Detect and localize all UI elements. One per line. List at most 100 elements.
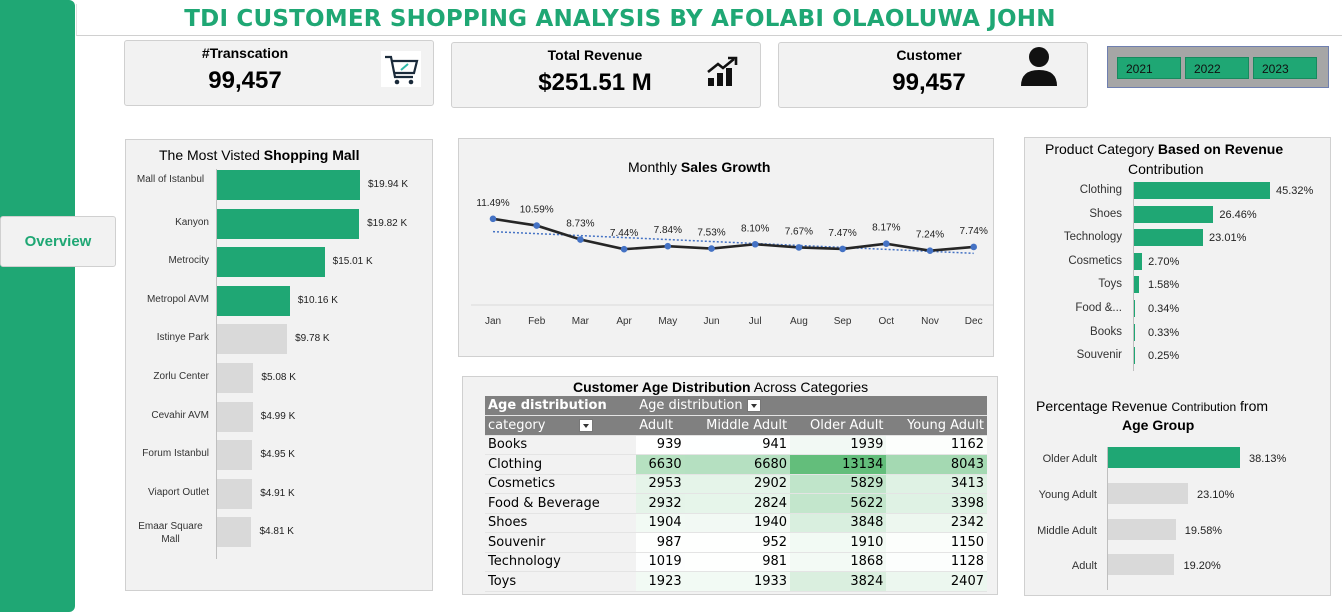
category-chart-panel: Product Category Based on Revenue Contri… (1024, 137, 1331, 596)
category-value-label: 45.32% (1276, 185, 1314, 197)
mall-category-label: Kanyon (175, 216, 209, 228)
table-row: Souvenir 987 952 1910 1150 (485, 532, 987, 553)
table-cell: 941 (684, 435, 791, 455)
agegroup-value-label: 19.20% (1183, 560, 1221, 573)
year-2021-button[interactable]: 2021 (1117, 57, 1181, 79)
mall-value-label: $4.99 K (260, 410, 296, 422)
sales-point (883, 240, 890, 248)
table-column-header: Young Adult (886, 415, 987, 436)
table-row-category: Food & Beverage (485, 493, 637, 514)
sales-data-label: 7.24% (916, 230, 944, 241)
mall-category-label: Viaport Outlet (148, 486, 209, 498)
agegroup-value-label: 23.10% (1196, 488, 1235, 501)
table-column-header: Middle Adult (684, 415, 791, 436)
mall-category-label: Mall of Istanbul (136, 174, 205, 185)
table-cell: 3398 (886, 493, 987, 514)
table-cell: 3824 (790, 571, 887, 592)
kpi-transactions-label: #Transcation (201, 45, 289, 61)
sales-month-label: Apr (616, 316, 632, 327)
table-cell: 2824 (684, 493, 791, 514)
category-value-label: 0.33% (1148, 326, 1180, 339)
category-bar (1134, 300, 1136, 317)
mall-value-label: $15.01 K (332, 256, 373, 268)
sales-chart-panel: Monthly Sales Growth 11.49% Jan 10.59% Feb 8… (458, 138, 994, 357)
sales-trendline (492, 230, 974, 255)
table-cell: 5829 (790, 474, 887, 494)
table-column-group-header: Age distribution (636, 396, 987, 416)
table-row-header: category (485, 415, 637, 436)
table-cell: 3848 (790, 513, 887, 533)
mall-bar (217, 440, 253, 471)
mall-chart-panel: The Most Visted Shopping Mall Mall of Is… (125, 139, 433, 591)
table-cell: 2407 (886, 571, 987, 592)
agegroup-label: Young Adult (1038, 488, 1097, 501)
table-row: Food & Beverage 2932 2824 5622 3398 (485, 493, 987, 514)
dashboard-title: TDI CUSTOMER SHOPPING ANALYSIS BY AFOLAB… (184, 6, 1056, 32)
mall-axis-line (216, 169, 217, 559)
mall-bar (217, 363, 254, 393)
age-table-panel: Customer Age Distribution Across Categor… (462, 376, 998, 595)
sales-data-label: 7.84% (654, 225, 682, 236)
table-row: Clothing 6630 6680 13134 8043 (485, 454, 987, 475)
table-cell: 981 (684, 552, 791, 572)
table-cell: 987 (636, 532, 685, 553)
sales-month-label: Nov (921, 316, 939, 327)
sales-point (970, 243, 977, 251)
category-bar (1134, 205, 1214, 223)
year-2022-button[interactable]: 2022 (1185, 57, 1249, 79)
year-slicer: 2021 2022 2023 (1107, 46, 1329, 88)
mall-bar (217, 208, 360, 239)
sales-month-label: Aug (790, 316, 808, 327)
mall-category-label: Emaar Square Mall (138, 521, 203, 546)
sales-point (620, 245, 628, 253)
agegroup-chart-title: Percentage Revenue Contribution from (1036, 398, 1269, 414)
kpi-transactions-value: 99,457 (208, 67, 282, 94)
sales-data-label: 7.44% (610, 228, 638, 239)
column-filter-button[interactable] (746, 399, 761, 412)
sales-data-label: 7.53% (697, 228, 725, 239)
agegroup-value-label: 19.58% (1184, 524, 1223, 537)
mall-bar (217, 285, 290, 316)
kpi-customer-label: Customer (896, 47, 962, 63)
mall-bar (217, 517, 252, 548)
category-bar (1134, 229, 1204, 247)
agegroup-bar (1108, 518, 1176, 540)
table-row-category: Clothing (485, 454, 637, 475)
sales-chart-title: Monthly Sales Growth (628, 159, 771, 175)
category-value-label: 1.58% (1148, 279, 1180, 292)
mall-bar (217, 170, 360, 200)
year-2023-button[interactable]: 2023 (1253, 57, 1317, 79)
table-row: Shoes 1904 1940 3848 2342 (485, 513, 987, 533)
table-cell: 1939 (790, 435, 887, 455)
sales-month-label: Jan (485, 316, 501, 327)
category-bar (1134, 252, 1143, 270)
sales-point (926, 247, 934, 254)
agegroup-label: Older Adult (1042, 453, 1097, 465)
table-row-category: Toys (485, 571, 637, 592)
agegroup-axis-line (1107, 447, 1108, 591)
mall-bar (217, 401, 253, 432)
category-value-label: 0.25% (1148, 350, 1180, 363)
sales-point (664, 242, 672, 250)
sales-point (708, 245, 715, 252)
category-value-label: 23.01% (1209, 232, 1247, 245)
shopping-cart-icon (381, 51, 421, 92)
table-row: Toys 1923 1933 3824 2407 (485, 571, 987, 592)
mall-bar (217, 247, 325, 278)
category-label: Books (1090, 325, 1122, 338)
mall-value-label: $10.16 K (297, 294, 338, 306)
row-filter-button[interactable] (579, 418, 594, 432)
table-row-category: Shoes (485, 513, 637, 533)
kpi-revenue-value: $251.51 M (538, 69, 652, 96)
category-axis-line (1133, 182, 1134, 371)
agegroup-bar (1108, 447, 1240, 468)
mall-value-label: $5.08 K (261, 372, 296, 383)
category-bar (1134, 323, 1135, 341)
growth-chart-icon (706, 56, 740, 93)
nav-overview-button[interactable]: Overview (0, 216, 116, 267)
category-label: Toys (1098, 278, 1122, 291)
mall-category-label: Zorlu Center (153, 371, 209, 382)
agegroup-bar (1108, 554, 1175, 576)
sales-data-label: 8.17% (872, 223, 900, 234)
mall-value-label: $19.82 K (367, 217, 408, 229)
